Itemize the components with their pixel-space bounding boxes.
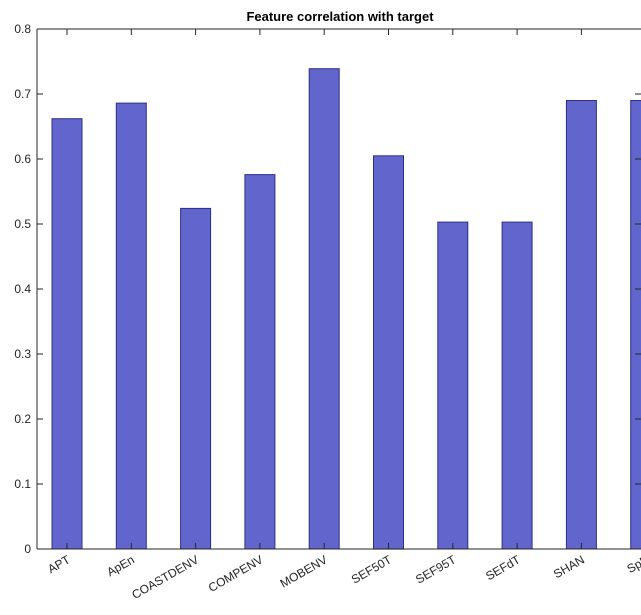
x-tick-label: SpE xyxy=(625,552,641,575)
x-tick-label: ApEn xyxy=(104,552,136,579)
x-tick-label: SHAN xyxy=(551,552,587,581)
y-tick-label: 0.6 xyxy=(14,152,31,166)
x-tick-label: MOBENV xyxy=(278,552,330,590)
bar-spe xyxy=(630,100,641,550)
x-tick-label: SEF95T xyxy=(413,552,459,586)
x-tick-label: COASTDENV xyxy=(129,552,201,601)
y-tick-label: 0.8 xyxy=(14,22,31,36)
bar-mobenv xyxy=(308,68,340,550)
bar-coastdenv xyxy=(180,207,212,550)
bar-sefdt xyxy=(501,221,533,550)
x-tick-label: COMPENV xyxy=(206,552,266,594)
y-tick-label: 0.3 xyxy=(14,347,31,361)
y-tick-label: 0.2 xyxy=(14,412,31,426)
x-tick-label: APT xyxy=(45,552,73,576)
chart-title: Feature correlation with target xyxy=(246,9,434,24)
y-tick-label: 0 xyxy=(24,542,31,556)
y-tick-label: 0.1 xyxy=(14,477,31,491)
x-tick-label: SEFdT xyxy=(483,552,523,583)
bar-apen xyxy=(115,102,147,550)
bar-compenv xyxy=(244,174,276,550)
y-tick-label: 0.5 xyxy=(14,217,31,231)
y-tick-label: 0.4 xyxy=(14,282,31,296)
bar-apt xyxy=(51,118,83,550)
bar-sef50t xyxy=(373,155,404,550)
y-tick-label: 0.7 xyxy=(14,87,31,101)
bars-group xyxy=(51,68,641,550)
y-axis-ticks: 0 0.1 0.2 0.3 0.4 0.5 0.6 0.7 0.8 xyxy=(14,22,641,556)
x-tick-label: SEF50T xyxy=(349,552,395,586)
bar-sef95t xyxy=(437,221,469,550)
bar-shan xyxy=(565,100,597,550)
